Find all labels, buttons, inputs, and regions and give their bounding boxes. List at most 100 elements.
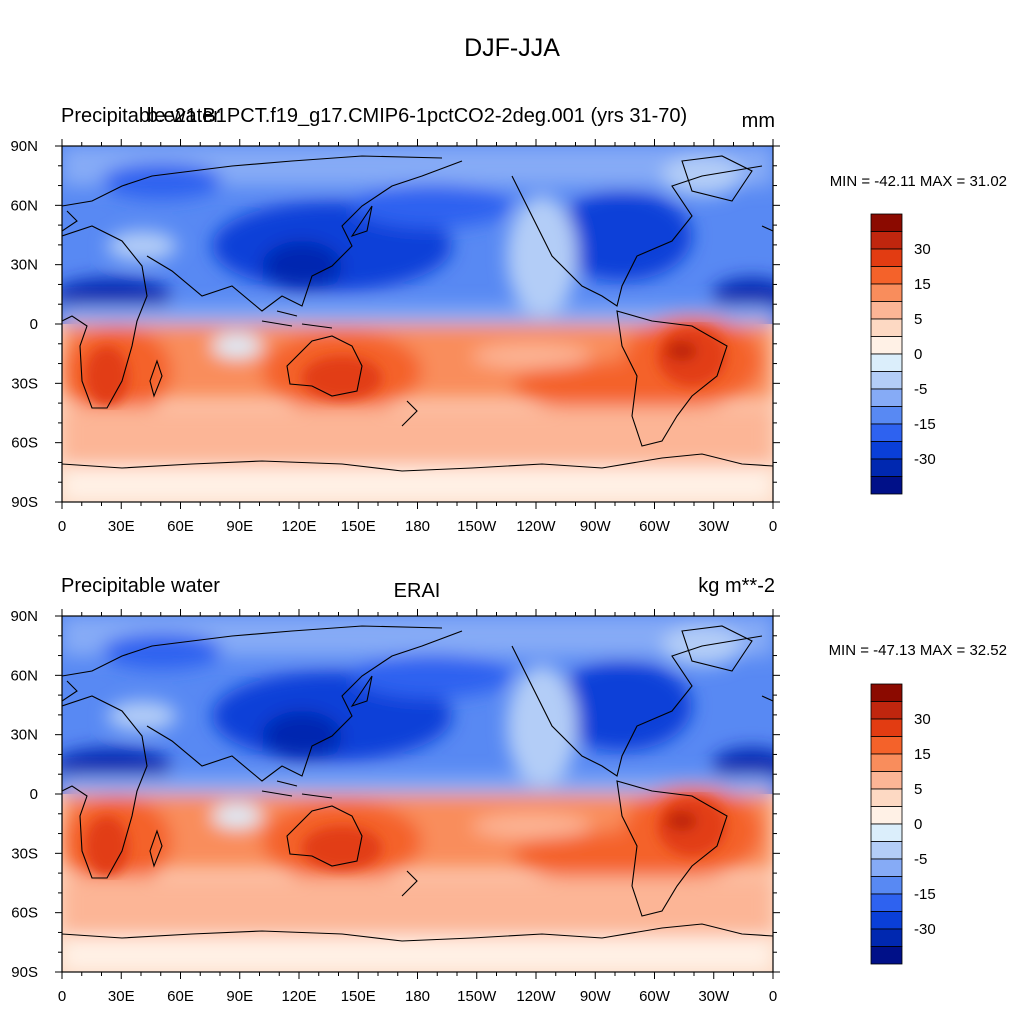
x-tick-label: 150E	[341, 518, 376, 535]
panel-model-stats: MIN = -42.11 MAX = 31.02	[830, 173, 1007, 190]
colorbar-box	[870, 336, 903, 355]
colorbar-box	[870, 301, 903, 320]
y-tick-label: 0	[30, 786, 38, 803]
colorbar-box	[870, 876, 903, 895]
x-tick-label: 180	[405, 518, 430, 535]
x-tick-label: 120W	[516, 518, 556, 535]
colorbar-box	[870, 371, 903, 390]
x-tick-label: 0	[58, 988, 66, 1005]
colorbar-box	[870, 823, 903, 842]
y-tick-label: 60S	[11, 905, 38, 922]
x-tick-label: 30W	[698, 988, 730, 1005]
colorbar-label: 0	[914, 346, 922, 363]
y-tick-label: 30N	[10, 257, 38, 274]
colorbar-box	[870, 928, 903, 947]
panel-model-map	[62, 146, 773, 502]
x-tick-label: 0	[769, 988, 777, 1005]
y-tick-label: 0	[30, 316, 38, 333]
panel-model-colorbar: 30 15 5 0 -5 -15 -30	[870, 213, 936, 495]
panel-obs-left-title: Precipitable water	[61, 575, 220, 597]
x-tick-label: 90W	[580, 988, 612, 1005]
x-tick-label: 60E	[167, 988, 194, 1005]
panel-obs-colorbar: 30 15 5 0 -5 -15 -30	[870, 683, 936, 965]
panel-model-left-title: Precipitable water	[61, 105, 220, 127]
colorbar-box	[870, 806, 903, 825]
panel-model: Precipitable water b.e21.B1PCT.f19_g17.C…	[10, 105, 1007, 535]
colorbar-label: 15	[914, 746, 931, 763]
colorbar-label: -30	[914, 451, 936, 468]
colorbar-box	[870, 718, 903, 737]
colorbar-label: 15	[914, 276, 931, 293]
y-tick-label: 90S	[11, 964, 38, 981]
panel-obs-stats: MIN = -47.13 MAX = 32.52	[829, 642, 1007, 659]
panel-model-center-title: b.e21.B1PCT.f19_g17.CMIP6-1pctCO2-2deg.0…	[147, 105, 687, 127]
colorbar-box	[870, 266, 903, 285]
colorbar-label: -15	[914, 886, 936, 903]
y-tick-label: 90S	[11, 494, 38, 511]
colorbar-box	[870, 858, 903, 877]
x-tick-label: 150E	[341, 988, 376, 1005]
x-tick-label: 120W	[516, 988, 556, 1005]
colorbar-label: -30	[914, 921, 936, 938]
x-tick-label: 60W	[639, 518, 671, 535]
colorbar-box	[870, 318, 903, 337]
x-tick-label: 150W	[457, 518, 497, 535]
y-tick-label: 60N	[10, 667, 38, 684]
x-tick-label: 150W	[457, 988, 497, 1005]
panel-model-units: mm	[742, 110, 775, 132]
colorbar-label: 30	[914, 241, 931, 258]
colorbar-box	[870, 771, 903, 790]
x-tick-label: 0	[58, 518, 66, 535]
x-tick-label: 30E	[108, 518, 135, 535]
colorbar-box	[870, 476, 903, 495]
y-tick-label: 90N	[10, 608, 38, 625]
x-tick-label: 30W	[698, 518, 730, 535]
y-tick-label: 30S	[11, 845, 38, 862]
x-tick-label: 180	[405, 988, 430, 1005]
x-tick-label: 30E	[108, 988, 135, 1005]
colorbar-label: -5	[914, 851, 927, 868]
x-tick-label: 90E	[226, 518, 253, 535]
x-tick-label: 60W	[639, 988, 671, 1005]
colorbar-box	[870, 441, 903, 460]
x-tick-label: 90W	[580, 518, 612, 535]
panel-model-axes: 0 30E 60E 90E 120E 150E 180 150W 120W 90W 60W 30W 0 9…	[10, 138, 780, 535]
y-tick-label: 60S	[11, 435, 38, 452]
colorbar-box	[870, 353, 903, 372]
colorbar-box	[870, 946, 903, 965]
colorbar-box	[870, 388, 903, 407]
colorbar-box	[870, 788, 903, 807]
colorbar-box	[870, 458, 903, 477]
colorbar-box	[870, 841, 903, 860]
colorbar-box	[870, 423, 903, 442]
colorbar-box	[870, 736, 903, 755]
panel-obs: Precipitable water ERAI kg m**-2 0 30E 60E…	[10, 575, 1007, 1005]
colorbar-label: 5	[914, 781, 922, 798]
colorbar-label: -5	[914, 381, 927, 398]
colorbar-box	[870, 701, 903, 720]
colorbar-box	[870, 406, 903, 425]
colorbar-box	[870, 283, 903, 302]
colorbar-label: 5	[914, 311, 922, 328]
panel-obs-axes: 0 30E 60E 90E 120E 150E 180 150W 120W 90W 60W 30W 0 9…	[10, 608, 780, 1005]
colorbar-box	[870, 893, 903, 912]
y-tick-label: 90N	[10, 138, 38, 155]
colorbar-box	[870, 248, 903, 267]
colorbar-label: -15	[914, 416, 936, 433]
y-tick-label: 30S	[11, 375, 38, 392]
panel-obs-center-title: ERAI	[394, 580, 441, 602]
panel-obs-map	[62, 616, 773, 972]
y-tick-label: 60N	[10, 197, 38, 214]
y-tick-label: 30N	[10, 727, 38, 744]
colorbar-box	[870, 753, 903, 772]
colorbar-label: 30	[914, 711, 931, 728]
colorbar-box	[870, 231, 903, 250]
colorbar-box	[870, 683, 903, 702]
x-tick-label: 120E	[281, 988, 316, 1005]
x-tick-label: 0	[769, 518, 777, 535]
panel-obs-units: kg m**-2	[698, 575, 775, 597]
x-tick-label: 60E	[167, 518, 194, 535]
colorbar-box	[870, 213, 903, 232]
figure-title: DJF-JJA	[464, 34, 560, 62]
